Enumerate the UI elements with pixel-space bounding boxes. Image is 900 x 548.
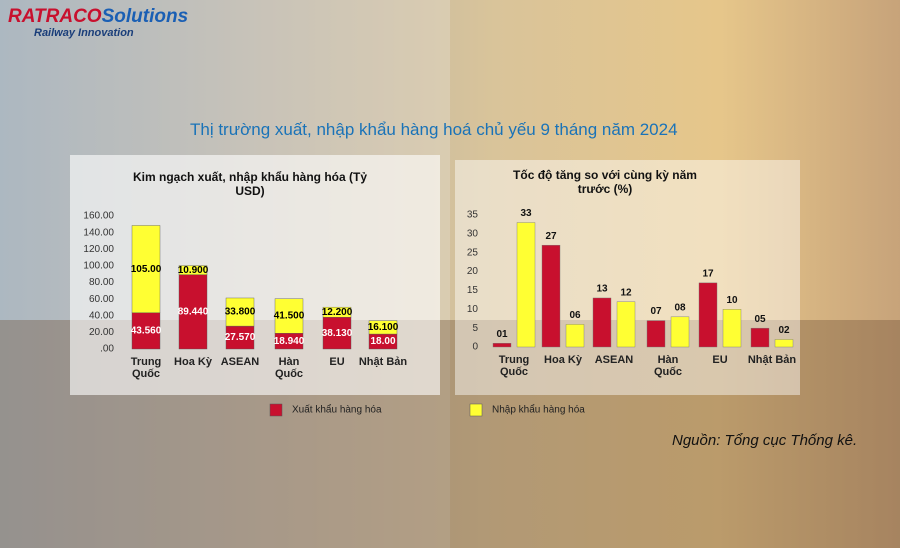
data-label: 06 (569, 310, 581, 321)
data-label: 10.900 (178, 265, 209, 276)
bar (646, 320, 666, 348)
y-tick-label: 60.00 (89, 294, 114, 305)
bar-segment (274, 298, 304, 334)
y-tick-label: 35 (467, 210, 479, 221)
legend-swatch (469, 403, 483, 417)
data-label: 12 (620, 287, 632, 298)
bar (750, 327, 770, 348)
logo-suffix: Solutions (101, 6, 189, 27)
x-tick-label: Nhật Bản (747, 354, 797, 366)
y-tick-label: 120.00 (83, 244, 114, 255)
data-label: 10 (726, 295, 738, 306)
bar-segment (131, 312, 161, 350)
data-label: 33 (520, 208, 532, 219)
y-tick-label: 140.00 (83, 227, 114, 238)
y-tick-label: 160.00 (83, 211, 114, 222)
y-tick-label: 25 (467, 247, 479, 258)
chart-title: Tốc độ tăng so với cùng kỳ năm trước (%) (513, 168, 697, 196)
y-tick-label: .00 (100, 344, 114, 355)
panel-right (455, 160, 800, 395)
data-label: 12.200 (322, 307, 353, 318)
data-label: 18.940 (274, 336, 305, 347)
bar (616, 301, 636, 348)
y-tick-label: 20 (467, 266, 479, 277)
y-tick-label: 20.00 (89, 327, 114, 338)
x-tick-label: Hàn Quốc (653, 354, 683, 378)
legend-swatch (269, 403, 283, 417)
y-tick-label: 15 (467, 285, 479, 296)
logo: RATRACOSolutions (8, 6, 188, 28)
data-label: 33.800 (225, 307, 256, 318)
data-label: 07 (650, 306, 662, 317)
data-label: 08 (674, 302, 686, 313)
y-tick-label: 80.00 (89, 277, 114, 288)
source-note: Nguồn: Tổng cục Thống kê. (672, 432, 858, 449)
x-tick-label: ASEAN (220, 356, 260, 368)
y-tick-label: 10 (467, 304, 479, 315)
data-label: 41.500 (274, 311, 305, 322)
bar (565, 324, 585, 348)
bar (541, 244, 561, 348)
bar (722, 309, 742, 348)
data-label: 27.570 (225, 332, 256, 343)
x-tick-label: Nhật Bản (358, 356, 408, 368)
data-label: 18.00 (370, 336, 395, 347)
bar (670, 316, 690, 348)
bar-segment (322, 306, 352, 318)
bar-segment (368, 320, 398, 335)
bar (492, 343, 512, 348)
x-tick-label: EU (712, 354, 728, 366)
bar (592, 297, 612, 348)
data-label: 01 (496, 329, 508, 340)
data-label: 16.100 (368, 322, 399, 333)
x-tick-label: Hoa Kỳ (174, 356, 212, 368)
bar (774, 339, 794, 348)
panel-left (70, 155, 440, 395)
logo-brand: RATRACO (8, 6, 102, 27)
bar (516, 222, 536, 348)
x-tick-label: ASEAN (594, 354, 634, 366)
y-tick-label: 100.00 (83, 261, 114, 272)
data-label: 105.00 (131, 264, 162, 275)
legend-label: Nhập khẩu hàng hóa (492, 404, 585, 416)
main-title: Thị trường xuất, nhập khẩu hàng hoá chủ … (190, 120, 678, 139)
data-label: 02 (778, 325, 790, 336)
y-tick-label: 30 (467, 228, 479, 239)
x-tick-label: EU (329, 356, 345, 368)
data-label: 38.130 (322, 328, 353, 339)
bar (698, 282, 718, 348)
bar-segment (131, 225, 161, 313)
data-label: 17 (702, 269, 714, 280)
y-tick-label: 40.00 (89, 310, 114, 321)
y-tick-label: 0 (472, 342, 478, 353)
x-tick-label: Hàn Quốc (274, 356, 304, 380)
bar-segment (225, 297, 255, 327)
bar-segment (322, 317, 352, 350)
bar-segment (178, 265, 208, 275)
x-tick-label: Hoa Kỳ (544, 354, 582, 366)
y-tick-label: 5 (472, 323, 478, 334)
data-label: 27 (545, 231, 557, 242)
x-tick-label: Trung Quốc (498, 354, 530, 378)
logo-tagline: Railway Innovation (34, 27, 134, 39)
data-label: 89.440 (178, 306, 209, 317)
legend-label: Xuất khẩu hàng hóa (292, 404, 382, 416)
chart-title: Kim ngạch xuất, nhập khẩu hàng hóa (Tỷ U… (132, 170, 368, 198)
data-label: 05 (754, 314, 766, 325)
data-label: 43.560 (131, 326, 162, 337)
data-label: 13 (596, 284, 608, 295)
x-tick-label: Trung Quốc (130, 356, 162, 380)
